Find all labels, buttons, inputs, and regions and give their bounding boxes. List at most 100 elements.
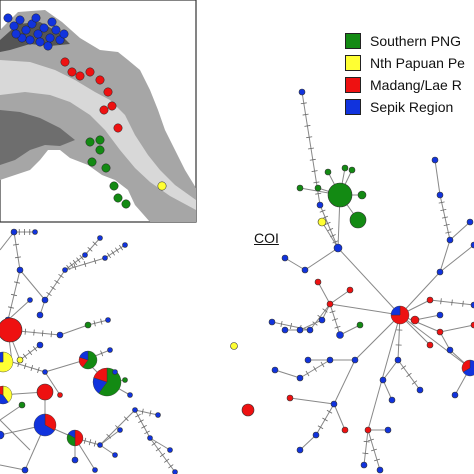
haplotype-node (57, 392, 63, 398)
network-edge (363, 429, 369, 466)
mutation-tick (155, 447, 161, 452)
haplotype-node-slice (462, 359, 474, 377)
map-sample-point (113, 123, 123, 133)
network-edge (134, 409, 159, 416)
mutation-tick (22, 353, 28, 359)
haplotype-node (41, 296, 49, 304)
mutation-tick (440, 298, 442, 305)
legend-item-southern: Southern PNG (345, 30, 474, 52)
map-sample-point (95, 75, 105, 85)
mutation-tick (332, 240, 339, 244)
haplotype-node (230, 342, 238, 350)
mutation-tick (27, 349, 33, 356)
haplotype-node (117, 427, 123, 433)
mutation-tick (371, 448, 377, 452)
haplotype-node (268, 318, 276, 326)
haplotype-node (112, 369, 118, 375)
legend-swatch-north-papuan (345, 55, 361, 71)
haplotype-node (92, 467, 98, 473)
mutation-tick (329, 310, 336, 314)
mutation-tick (159, 452, 166, 458)
haplotype-node (112, 452, 118, 458)
haplotype-node (314, 184, 322, 192)
legend-label-madang-lae: Madang/Lae R (370, 77, 462, 93)
haplotype-node (281, 254, 289, 262)
mutation-tick (151, 441, 157, 446)
mutation-tick (123, 416, 129, 422)
lowland-shade (0, 110, 75, 165)
haplotype-node (446, 236, 454, 244)
network-edge (7, 299, 31, 321)
mutation-tick (100, 318, 103, 325)
network-edge (0, 419, 31, 451)
map-sample-point (67, 67, 77, 77)
haplotype-node (314, 278, 322, 286)
haplotype-node (326, 356, 334, 364)
network-edge (149, 437, 171, 451)
mutation-tick (50, 286, 56, 290)
mutation-tick (33, 329, 35, 336)
haplotype-node (296, 326, 304, 334)
haplotype-node (147, 435, 153, 441)
network-edge (382, 359, 399, 381)
haplotype-node-slice (390, 305, 410, 325)
map-sample-point (107, 101, 117, 111)
haplotype-node (36, 383, 54, 401)
map-sample-point (99, 105, 109, 115)
network-edge (59, 324, 89, 336)
haplotype-node (312, 431, 320, 439)
legend-label-north-papuan: Nth Papuan Pe (370, 55, 465, 71)
haplotype-node-slice (74, 429, 84, 447)
map-sample-point (11, 29, 21, 39)
legend-item-north-papuan: Nth Papuan Pe (345, 52, 474, 74)
mutation-tick (445, 231, 452, 234)
mutation-tick (107, 252, 111, 259)
mutation-tick (327, 228, 334, 232)
network-edge (439, 324, 474, 333)
network-edge (439, 331, 451, 351)
haplotype-node (97, 235, 103, 241)
haplotype-node (436, 328, 444, 336)
haplotype-node-slice (0, 393, 9, 405)
haplotype-node (304, 356, 312, 364)
haplotype-node (436, 311, 444, 319)
network-edge (333, 359, 356, 405)
map-sample-point (95, 145, 105, 155)
mutation-tick (302, 113, 309, 116)
haplotype-node-slice (93, 367, 108, 383)
legend-item-sepik: Sepik Region (345, 96, 474, 118)
haplotype-node (42, 369, 48, 375)
haplotype-node (84, 321, 92, 329)
legend-label-southern: Southern PNG (370, 33, 462, 49)
haplotype-node (410, 315, 420, 325)
mutation-tick (313, 366, 317, 372)
haplotype-node (431, 156, 439, 164)
mutation-tick (76, 257, 81, 263)
haplotype-node (122, 242, 128, 248)
network-edge (317, 281, 331, 305)
network-edge (44, 359, 86, 373)
mutation-tick (50, 331, 53, 338)
network-edge (84, 237, 101, 256)
mutation-tick (363, 440, 370, 443)
haplotype-node (132, 407, 138, 413)
mutation-tick (144, 430, 150, 435)
haplotype-node (357, 190, 367, 200)
network-edge (449, 221, 471, 241)
haplotype-node-slice (0, 351, 4, 363)
map-sample-point (109, 181, 119, 191)
network-edge (44, 269, 66, 301)
haplotype-node-slice (0, 351, 14, 373)
haplotype-node (379, 376, 387, 384)
haplotype-node (32, 229, 38, 235)
network-label: COI (254, 230, 279, 246)
haplotype-node (316, 201, 324, 209)
haplotype-node (0, 430, 5, 440)
haplotype-node (105, 317, 111, 323)
haplotype-node (16, 266, 24, 274)
network-edge (289, 397, 335, 405)
highlands-ridge (0, 60, 196, 210)
network-edge (134, 409, 151, 439)
map-sample-point (60, 57, 70, 67)
mutation-tick (54, 280, 60, 284)
